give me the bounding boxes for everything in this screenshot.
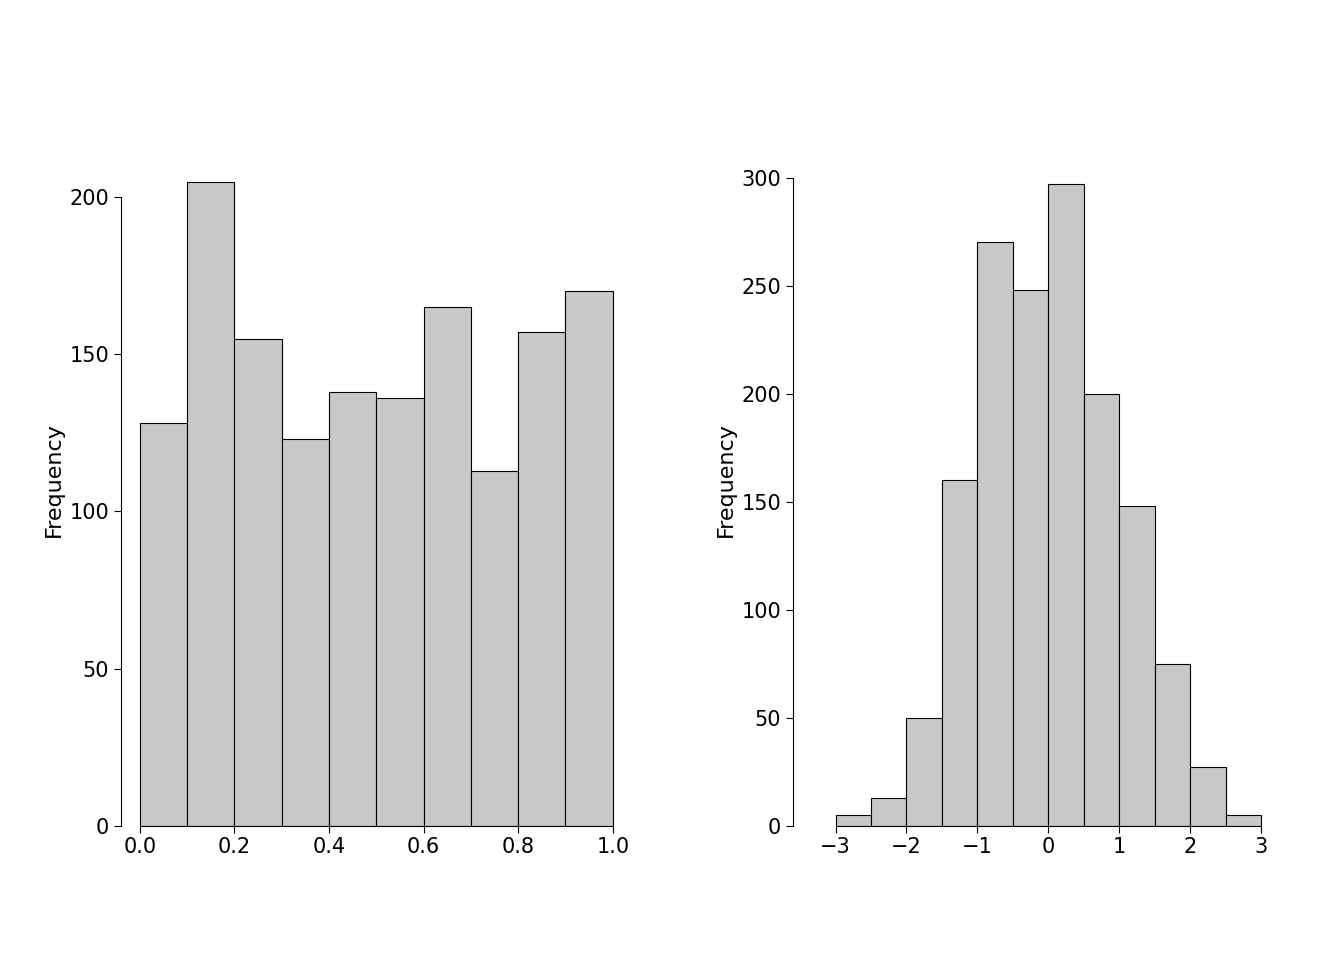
- Bar: [1226, 815, 1261, 826]
- Bar: [470, 470, 519, 826]
- Bar: [234, 339, 282, 826]
- Bar: [519, 332, 566, 826]
- Bar: [282, 439, 329, 826]
- Bar: [906, 718, 942, 826]
- Y-axis label: Frequency: Frequency: [44, 422, 65, 538]
- Bar: [1120, 506, 1154, 826]
- Bar: [836, 815, 871, 826]
- Bar: [329, 392, 376, 826]
- Bar: [187, 181, 234, 826]
- Bar: [1048, 184, 1083, 826]
- Bar: [871, 798, 906, 826]
- Bar: [423, 307, 470, 826]
- Bar: [376, 398, 423, 826]
- Bar: [140, 423, 187, 826]
- Bar: [942, 480, 977, 826]
- Bar: [566, 292, 613, 826]
- Bar: [1154, 663, 1191, 826]
- Y-axis label: Frequency: Frequency: [716, 422, 737, 538]
- Bar: [1013, 290, 1048, 826]
- Bar: [1191, 767, 1226, 826]
- Bar: [1083, 394, 1120, 826]
- Bar: [977, 242, 1013, 826]
